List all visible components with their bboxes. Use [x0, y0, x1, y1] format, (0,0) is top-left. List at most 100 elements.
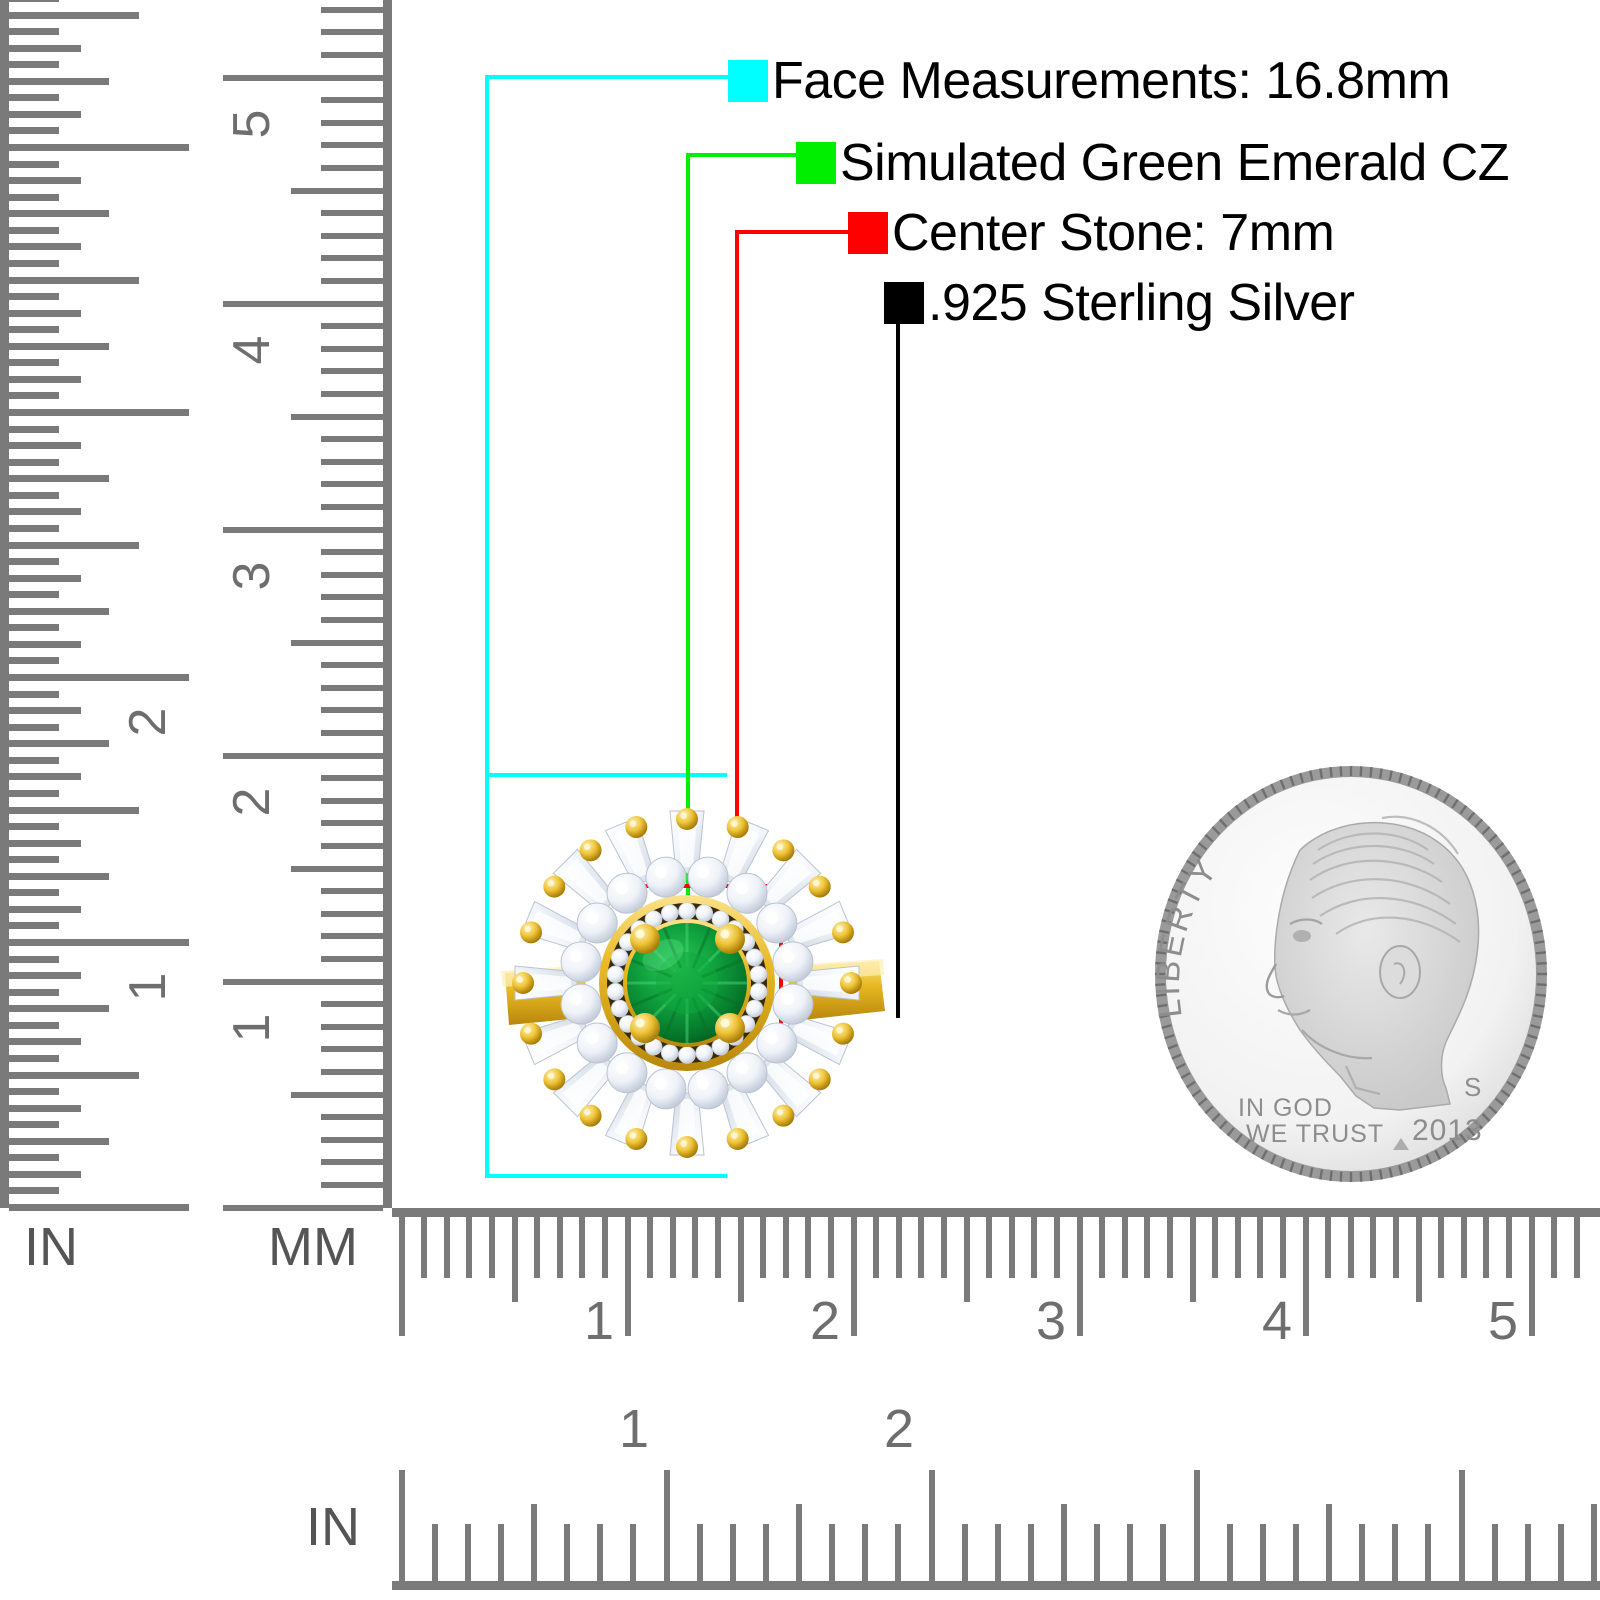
horizontal-inch-tick	[630, 1524, 637, 1590]
horizontal-mm-tick	[782, 1216, 789, 1278]
round-cz-sparkle	[654, 1077, 667, 1090]
horizontal-inch-tick	[1027, 1524, 1034, 1590]
vertical-mm-tick	[321, 255, 383, 262]
horizontal-mm-tick	[918, 1216, 925, 1278]
horizontal-mm-tick	[1483, 1216, 1490, 1278]
gold-bead	[831, 921, 854, 944]
legend-item-3: .925 Sterling Silver	[884, 274, 1355, 332]
vertical-inch-tick	[9, 1187, 59, 1195]
horizontal-mm-tick	[579, 1216, 586, 1278]
baguette-cz-facet	[764, 1060, 812, 1108]
baguette-cz-facet	[614, 825, 649, 879]
horizontal-mm-tick	[1347, 1216, 1354, 1278]
gold-bead-highlight	[629, 1132, 637, 1139]
gold-bead	[579, 839, 602, 862]
vertical-mm-tick	[321, 345, 383, 352]
horizontal-mm-tick	[737, 1216, 744, 1302]
vertical-inch-tick	[9, 243, 81, 251]
gold-bead-highlight	[836, 925, 843, 933]
pave-cz	[745, 999, 764, 1018]
round-cz	[726, 872, 768, 914]
horizontal-mm-tick	[1573, 1216, 1580, 1278]
horizontal-inch-tick	[1259, 1524, 1266, 1590]
vertical-mm-tick	[321, 933, 383, 940]
vertical-mm-tick	[223, 300, 383, 307]
gold-bead-highlight	[844, 976, 851, 983]
horizontal-inch-tick	[1094, 1524, 1101, 1590]
horizontal-mm-number: 1	[584, 1291, 615, 1351]
vertical-mm-tick	[321, 729, 383, 736]
horizontal-inch-tick	[1524, 1524, 1531, 1590]
horizontal-inch-tick	[1425, 1524, 1432, 1590]
vertical-inch-tick	[9, 756, 59, 764]
vertical-mm-tick	[321, 684, 383, 691]
vertical-inch-tick	[9, 11, 139, 19]
horizontal-inch-tick	[1359, 1524, 1366, 1590]
vertical-inch-tick	[9, 905, 81, 913]
round-cz-sparkle	[615, 1061, 628, 1074]
horizontal-inch-tick	[1292, 1524, 1299, 1590]
baguette-cz-facet	[803, 973, 853, 993]
vertical-inch-tick	[9, 558, 59, 566]
vertical-mm-tick	[291, 413, 383, 420]
horizontal-mm-tick	[398, 1216, 405, 1336]
pave-cz	[695, 1044, 714, 1062]
vertical-inch-tick	[9, 723, 59, 731]
horizontal-mm-tick	[1144, 1216, 1151, 1278]
baguette-cz-facet	[521, 973, 571, 993]
legend-label-3: .925 Sterling Silver	[928, 274, 1355, 332]
vertical-inch-tick	[9, 789, 59, 797]
vertical-inch-tick	[9, 160, 59, 168]
gold-bead-highlight	[776, 1109, 784, 1116]
vertical-mm-tick	[321, 549, 383, 556]
vertical-ruler-mm-unit-label: MM	[268, 1217, 358, 1277]
pave-cz	[695, 904, 714, 922]
vertical-inch-tick	[9, 1121, 59, 1129]
baguette-cz-facet	[562, 1060, 610, 1108]
vertical-ruler-mm-spine	[383, 0, 392, 1208]
horizontal-inch-ruler-unit-label: IN	[306, 1497, 360, 1557]
pave-cz	[745, 948, 764, 967]
round-cz-outer-ring	[560, 856, 814, 1110]
horizontal-mm-tick	[1212, 1216, 1219, 1278]
gold-bead-highlight	[584, 1109, 591, 1116]
vertical-mm-tick	[291, 187, 383, 194]
baguette-cz-facet	[677, 1099, 697, 1149]
round-cz	[772, 983, 814, 1025]
pave-cz	[606, 965, 625, 984]
vertical-mm-tick	[321, 707, 383, 714]
gold-bead-highlight	[524, 925, 531, 933]
horizontal-mm-tick	[963, 1216, 970, 1302]
horizontal-mm-tick	[488, 1216, 495, 1278]
vertical-mm-number: 2	[223, 787, 281, 817]
coin-mint-mark: S	[1464, 1072, 1481, 1102]
horizontal-mm-tick	[466, 1216, 473, 1278]
vertical-mm-tick	[321, 481, 383, 488]
vertical-inch-tick	[9, 375, 81, 383]
center-stone-swatch	[848, 212, 888, 254]
vertical-inch-tick	[9, 524, 59, 532]
gold-bead	[726, 1127, 749, 1150]
vertical-inch-tick	[9, 1104, 81, 1112]
gold-bead-highlight	[731, 820, 738, 827]
horizontal-mm-tick	[760, 1216, 767, 1278]
baguette-cz-facet	[529, 1021, 583, 1056]
gold-bead-highlight	[584, 843, 591, 851]
vertical-mm-tick	[223, 74, 383, 81]
baguette-cz-facet	[529, 910, 583, 945]
vertical-inch-tick	[9, 1170, 81, 1178]
vertical-mm-tick	[321, 910, 383, 917]
horizontal-inch-tick	[1193, 1470, 1200, 1590]
gold-bead	[831, 1022, 854, 1045]
round-cz	[606, 872, 648, 914]
horizontal-inch-tick	[1557, 1524, 1564, 1590]
gold-bead	[543, 1068, 566, 1091]
vertical-inch-tick	[9, 226, 59, 234]
gold-bead	[772, 1104, 795, 1127]
vertical-inch-tick	[9, 309, 81, 317]
horizontal-mm-tick	[624, 1216, 631, 1336]
vertical-inch-number: 2	[119, 707, 177, 737]
round-cz	[772, 941, 814, 983]
round-cz-sparkle	[736, 1061, 749, 1074]
baguette-cz-facet	[791, 1021, 845, 1056]
